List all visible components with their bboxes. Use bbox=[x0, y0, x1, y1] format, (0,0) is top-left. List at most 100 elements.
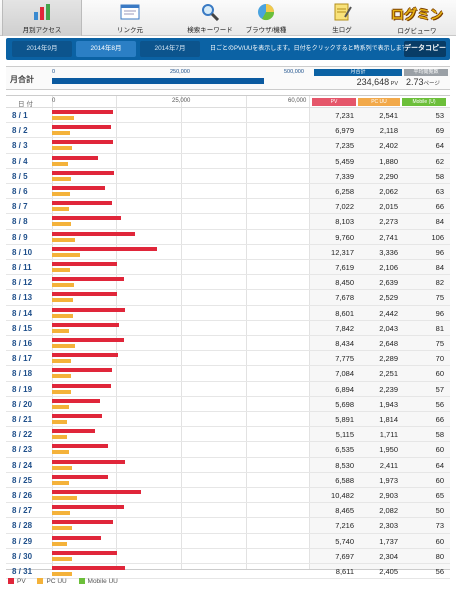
pv-column-header[interactable]: PV bbox=[312, 98, 356, 106]
table-row[interactable]: 8 / 14 8,601 2,442 96 bbox=[6, 306, 450, 321]
tab-search-keywords[interactable]: 検索キーワード bbox=[170, 0, 250, 36]
table-row[interactable]: 8 / 4 5,459 1,880 62 bbox=[6, 154, 450, 169]
table-row[interactable]: 8 / 23 6,535 1,950 60 bbox=[6, 442, 450, 458]
row-date-link[interactable]: 8 / 3 bbox=[12, 141, 28, 151]
legend-pv: PV bbox=[8, 578, 26, 585]
pc-uu-bar bbox=[52, 480, 69, 485]
table-row[interactable]: 8 / 11 7,619 2,106 84 bbox=[6, 260, 450, 276]
mobile-value: 64 bbox=[435, 141, 444, 151]
row-date-link[interactable]: 8 / 7 bbox=[12, 202, 28, 212]
tab-referrer[interactable]: リンク元 bbox=[90, 0, 170, 36]
table-row[interactable]: 8 / 10 12,317 3,336 96 bbox=[6, 245, 450, 260]
mobile-value: 75 bbox=[435, 293, 444, 303]
table-row[interactable]: 8 / 26 10,482 2,903 65 bbox=[6, 488, 450, 504]
table-row[interactable]: 8 / 24 8,530 2,411 64 bbox=[6, 458, 450, 473]
pv-bar bbox=[52, 110, 114, 114]
table-row[interactable]: 8 / 3 7,235 2,402 64 bbox=[6, 138, 450, 154]
table-row[interactable]: 8 / 17 7,775 2,289 70 bbox=[6, 351, 450, 367]
pv-bar bbox=[52, 201, 112, 206]
row-date-link[interactable]: 8 / 1 bbox=[12, 111, 28, 120]
row-date-link[interactable]: 8 / 16 bbox=[12, 339, 33, 348]
row-date-link[interactable]: 8 / 30 bbox=[12, 551, 33, 561]
pc-uu-bar bbox=[52, 207, 70, 212]
row-date-link[interactable]: 8 / 14 bbox=[12, 308, 33, 318]
table-row[interactable]: 8 / 1 7,231 2,541 53 bbox=[6, 108, 450, 124]
row-date-link[interactable]: 8 / 27 bbox=[12, 506, 33, 516]
table-row[interactable]: 8 / 31 8,611 2,405 56 bbox=[6, 564, 450, 580]
table-row[interactable]: 8 / 8 8,103 2,273 84 bbox=[6, 214, 450, 230]
row-date-link[interactable]: 8 / 9 bbox=[12, 232, 28, 242]
row-date-link[interactable]: 8 / 24 bbox=[12, 460, 33, 470]
row-date-link[interactable]: 8 / 19 bbox=[12, 384, 33, 394]
row-date-link[interactable]: 8 / 13 bbox=[12, 293, 33, 303]
month-tab-2014-08[interactable]: 2014年8月 bbox=[76, 41, 136, 57]
pc-uu-value: 2,741 bbox=[379, 232, 398, 242]
table-row[interactable]: 8 / 21 5,891 1,814 66 bbox=[6, 412, 450, 428]
row-date-link[interactable]: 8 / 28 bbox=[12, 521, 33, 531]
table-row[interactable]: 8 / 13 7,678 2,529 75 bbox=[6, 290, 450, 306]
pc-uu-bar bbox=[52, 450, 69, 455]
table-row[interactable]: 8 / 18 7,084 2,251 60 bbox=[6, 366, 450, 382]
table-row[interactable]: 8 / 9 9,760 2,741 106 bbox=[6, 230, 450, 245]
logo[interactable]: ログミン ログビューワ bbox=[384, 4, 450, 35]
pv-bar bbox=[52, 429, 96, 434]
notepad-icon bbox=[334, 3, 352, 21]
table-row[interactable]: 8 / 6 6,258 2,062 63 bbox=[6, 184, 450, 200]
pv-value: 5,115 bbox=[335, 430, 354, 440]
table-row[interactable]: 8 / 7 7,022 2,015 66 bbox=[6, 199, 450, 215]
pc-uu-column-header[interactable]: PC UU bbox=[358, 98, 400, 106]
table-row[interactable]: 8 / 27 8,465 2,082 50 bbox=[6, 503, 450, 519]
table-row[interactable]: 8 / 5 7,339 2,290 58 bbox=[6, 169, 450, 184]
row-date-link[interactable]: 8 / 5 bbox=[12, 171, 28, 181]
month-tab-2014-09[interactable]: 2014年9月 bbox=[12, 41, 72, 57]
mobile-column-header[interactable]: Mobile (U) bbox=[402, 98, 446, 106]
row-date-link[interactable]: 8 / 18 bbox=[12, 369, 33, 379]
tab-raw-log[interactable]: 生ログ bbox=[302, 0, 382, 36]
row-date-link[interactable]: 8 / 20 bbox=[12, 399, 33, 409]
table-row[interactable]: 8 / 12 8,450 2,639 82 bbox=[6, 275, 450, 291]
pv-value: 8,611 bbox=[335, 567, 354, 576]
pv-bar bbox=[52, 566, 126, 570]
pc-uu-value: 2,043 bbox=[379, 323, 398, 333]
pc-uu-bar bbox=[52, 541, 67, 546]
row-date-link[interactable]: 8 / 6 bbox=[12, 187, 28, 196]
table-row[interactable]: 8 / 15 7,842 2,043 81 bbox=[6, 321, 450, 336]
row-date-link[interactable]: 8 / 11 bbox=[12, 263, 32, 272]
pv-value: 10,482 bbox=[331, 491, 354, 500]
row-date-link[interactable]: 8 / 22 bbox=[12, 430, 33, 440]
row-date-link[interactable]: 8 / 26 bbox=[12, 491, 33, 500]
table-row[interactable]: 8 / 28 7,216 2,303 73 bbox=[6, 518, 450, 534]
pv-value: 5,891 bbox=[335, 415, 354, 424]
pv-value: 8,530 bbox=[335, 460, 354, 470]
table-row[interactable]: 8 / 30 7,697 2,304 80 bbox=[6, 549, 450, 564]
row-date-link[interactable]: 8 / 8 bbox=[12, 217, 28, 227]
tab-monthly-access[interactable]: 月別アクセス bbox=[2, 0, 82, 36]
table-row[interactable]: 8 / 29 5,740 1,737 60 bbox=[6, 534, 450, 549]
table-row[interactable]: 8 / 19 6,894 2,239 57 bbox=[6, 382, 450, 397]
row-date-link[interactable]: 8 / 4 bbox=[12, 156, 28, 166]
magnifier-icon bbox=[202, 4, 220, 21]
row-date-link[interactable]: 8 / 10 bbox=[12, 247, 33, 257]
date-header: 日付 bbox=[18, 101, 35, 108]
row-date-link[interactable]: 8 / 29 bbox=[12, 536, 33, 546]
tab-browser-device[interactable]: ブラウザ/機種 bbox=[226, 0, 306, 36]
mobile-value: 66 bbox=[435, 415, 444, 424]
row-date-link[interactable]: 8 / 15 bbox=[12, 323, 33, 333]
row-date-link[interactable]: 8 / 21 bbox=[12, 415, 33, 424]
table-row[interactable]: 8 / 20 5,698 1,943 56 bbox=[6, 397, 450, 412]
pc-uu-value: 2,639 bbox=[379, 278, 398, 288]
summary-scale-2: 500,000 bbox=[284, 69, 304, 75]
row-date-link[interactable]: 8 / 25 bbox=[12, 475, 33, 485]
row-date-link[interactable]: 8 / 12 bbox=[12, 278, 33, 288]
table-row[interactable]: 8 / 2 6,979 2,118 69 bbox=[6, 123, 450, 139]
table-row[interactable]: 8 / 22 5,115 1,711 58 bbox=[6, 427, 450, 443]
row-date-link[interactable]: 8 / 17 bbox=[12, 354, 33, 364]
table-row[interactable]: 8 / 16 8,434 2,648 75 bbox=[6, 336, 450, 352]
pc-uu-value: 2,106 bbox=[379, 263, 398, 272]
month-tab-2014-07[interactable]: 2014年7月 bbox=[140, 41, 200, 57]
row-date-link[interactable]: 8 / 2 bbox=[12, 126, 28, 136]
data-copy-button[interactable]: データコピー bbox=[404, 41, 446, 57]
table-row[interactable]: 8 / 25 6,588 1,973 60 bbox=[6, 473, 450, 488]
row-date-link[interactable]: 8 / 23 bbox=[12, 445, 33, 455]
row-date-link[interactable]: 8 / 31 bbox=[12, 567, 33, 576]
